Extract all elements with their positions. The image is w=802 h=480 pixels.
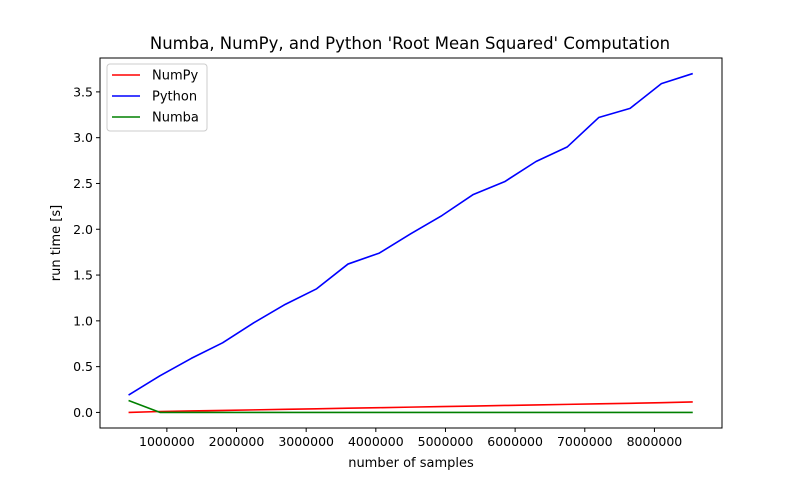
- series-line-numpy: [128, 401, 693, 414]
- legend: NumPy Python Numba: [106, 63, 208, 132]
- x-tick-label: 6000000: [487, 434, 543, 449]
- y-tick-label: 3.5: [73, 84, 93, 99]
- x-tick-label: 8000000: [627, 434, 683, 449]
- plot-lines: [128, 72, 693, 414]
- x-tick-label: 7000000: [557, 434, 613, 449]
- y-tick-label: 2.0: [73, 222, 93, 237]
- x-tick-label: 4000000: [348, 434, 404, 449]
- y-axis-label: run time [s]: [49, 205, 64, 281]
- chart-title: Numba, NumPy, and Python 'Root Mean Squa…: [150, 34, 670, 53]
- plot-frame: [99, 57, 723, 429]
- x-tick-label: 5000000: [418, 434, 474, 449]
- x-tick-label: 1000000: [139, 434, 195, 449]
- x-tick-label: 2000000: [209, 434, 265, 449]
- legend-label-python: Python: [152, 90, 197, 105]
- legend-label-numpy: NumPy: [152, 69, 198, 84]
- series-line-numba: [128, 399, 693, 414]
- y-tick-label: 3.0: [73, 130, 93, 145]
- y-tick-label: 1.5: [73, 268, 93, 283]
- y-axis: 0.0 0.5 1.0 1.5 2.0 2.5 3.0 3.5: [73, 84, 100, 420]
- y-tick-label: 0.5: [73, 359, 93, 374]
- y-tick-label: 2.5: [73, 176, 93, 191]
- x-tick-label: 3000000: [278, 434, 334, 449]
- series-line-python: [128, 72, 693, 396]
- legend-box: [106, 63, 208, 132]
- x-axis-label: number of samples: [348, 456, 474, 471]
- x-axis: 1000000 2000000 3000000 4000000 5000000 60000…: [139, 428, 682, 449]
- legend-label-numba: Numba: [152, 111, 199, 126]
- y-tick-label: 1.0: [73, 313, 93, 328]
- y-tick-label: 0.0: [73, 405, 93, 420]
